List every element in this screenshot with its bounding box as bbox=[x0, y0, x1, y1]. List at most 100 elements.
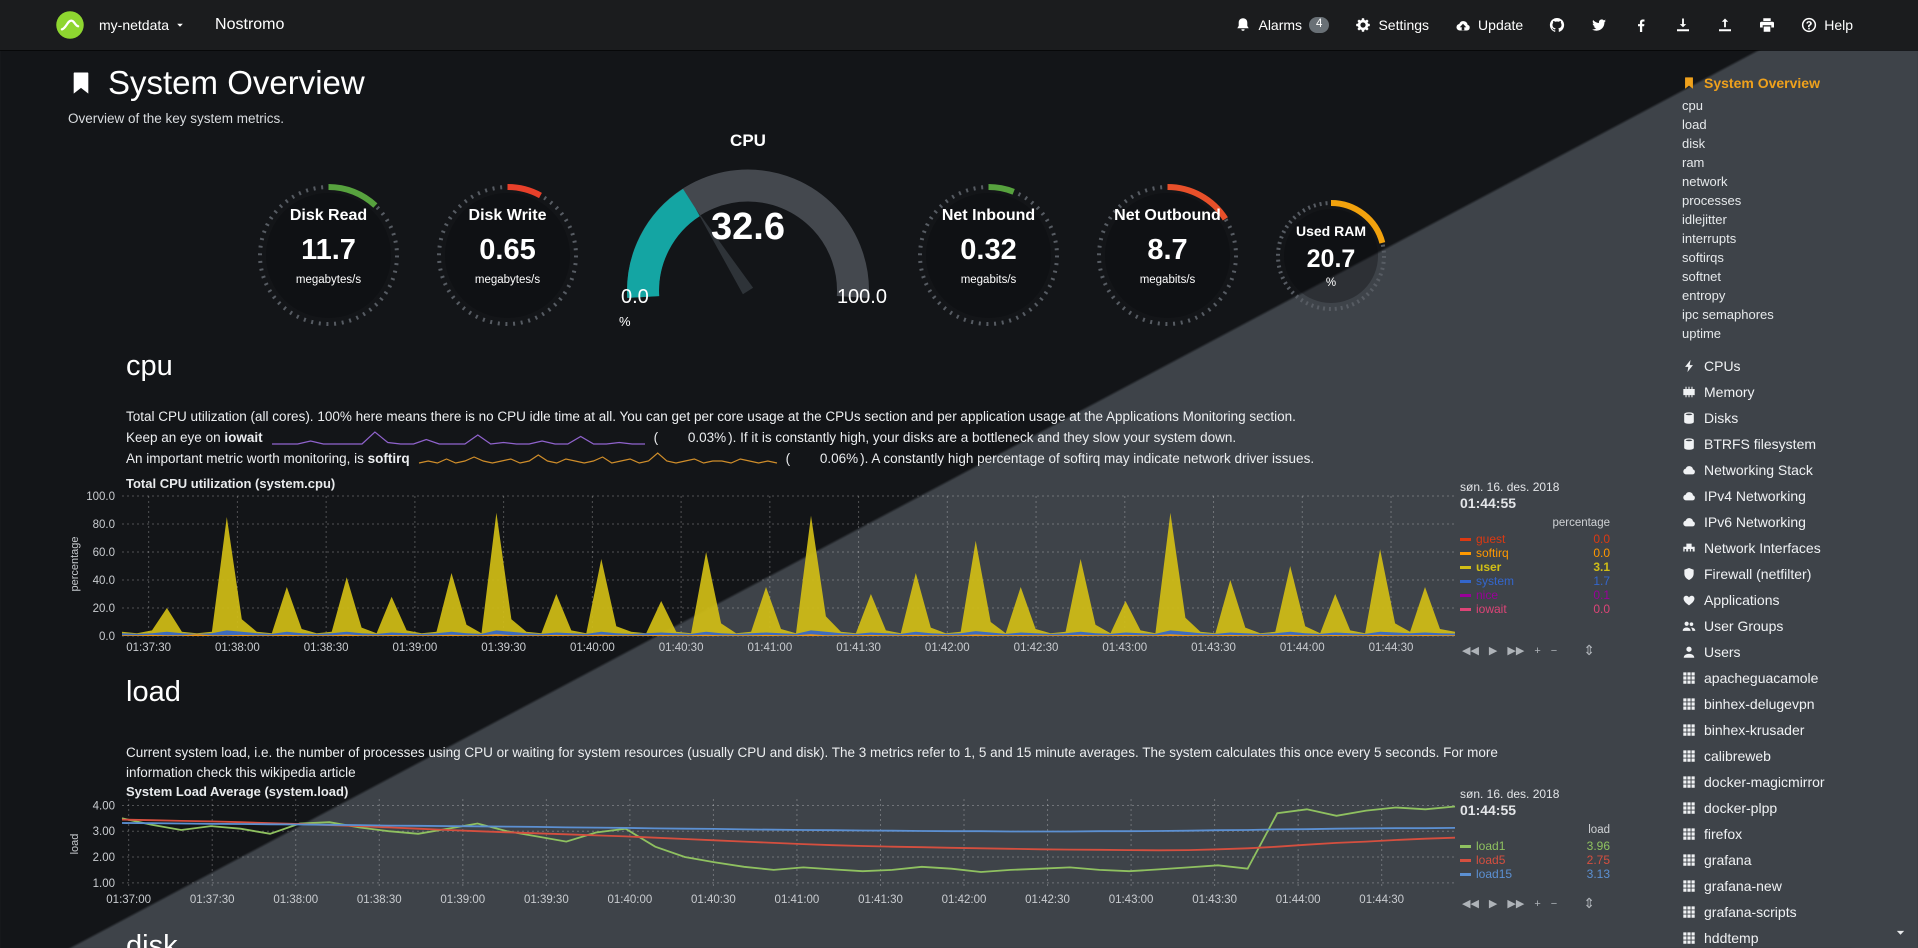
sidebar-item-firewall-netfilter[interactable]: Firewall (netfilter) bbox=[1680, 561, 1914, 587]
zoom-in-icon[interactable]: + bbox=[1534, 897, 1541, 910]
sidebar-item-docker-magicmirror[interactable]: docker-magicmirror bbox=[1680, 769, 1914, 795]
zoom-in-icon[interactable]: + bbox=[1534, 644, 1541, 657]
sidebar-item-firefox[interactable]: firefox bbox=[1680, 821, 1914, 847]
sidebar-item-grafana-new[interactable]: grafana-new bbox=[1680, 873, 1914, 899]
sidebar-item-cpus[interactable]: CPUs bbox=[1680, 353, 1914, 379]
sidebar-item-disk[interactable]: disk bbox=[1682, 136, 1706, 151]
legend-item-load5[interactable]: load5 2.75 bbox=[1460, 853, 1610, 867]
gauge-net-inbound[interactable]: Net Inbound 0.32 megabits/s bbox=[915, 182, 1062, 329]
sidebar-item-apacheguacamole[interactable]: apacheguacamole bbox=[1680, 665, 1914, 691]
svg-text:3.00: 3.00 bbox=[93, 826, 115, 838]
sidebar-item-networking-stack[interactable]: Networking Stack bbox=[1680, 457, 1914, 483]
iowait-keyword: iowait bbox=[224, 429, 263, 445]
play-icon[interactable]: ▶ bbox=[1488, 645, 1498, 657]
sidebar-scroll-down-icon[interactable] bbox=[1894, 924, 1907, 942]
nav-download[interactable] bbox=[1675, 17, 1691, 33]
gauge-max-label: 100.0 bbox=[836, 285, 887, 308]
nav-alarms[interactable]: Alarms 4 bbox=[1235, 17, 1330, 33]
nav-facebook[interactable] bbox=[1633, 17, 1649, 33]
sidebar-item-ipv6-networking[interactable]: IPv6 Networking bbox=[1680, 509, 1914, 535]
cloud-icon bbox=[1682, 463, 1696, 477]
svg-text:100.0: 100.0 bbox=[86, 491, 115, 503]
nav-twitter[interactable] bbox=[1591, 17, 1607, 33]
legend-item-guest[interactable]: guest 0.0 bbox=[1460, 532, 1610, 546]
my-netdata-menu[interactable]: my-netdata bbox=[99, 17, 185, 33]
sidebar-item-entropy[interactable]: entropy bbox=[1682, 288, 1726, 303]
zoom-out-icon[interactable]: − bbox=[1550, 897, 1558, 910]
legend-item-nice[interactable]: nice 0.1 bbox=[1460, 588, 1610, 602]
legend-swatch-load1 bbox=[1460, 844, 1471, 848]
sidebar-item-system-overview[interactable]: System Overview bbox=[1680, 70, 1914, 96]
sidebar-item-btrfs-filesystem[interactable]: BTRFS filesystem bbox=[1680, 431, 1914, 457]
sidebar-item-user-groups[interactable]: User Groups bbox=[1680, 613, 1914, 639]
gauge-unit-label: megabytes/s bbox=[474, 274, 541, 286]
bookmark-icon[interactable] bbox=[68, 69, 94, 97]
sidebar-item-memory[interactable]: Memory bbox=[1680, 379, 1914, 405]
gauge-disk-read[interactable]: Disk Read 11.7 megabytes/s bbox=[255, 182, 402, 329]
sidebar-item-ipc-semaphores[interactable]: ipc semaphores bbox=[1682, 307, 1774, 322]
sidebar-item-ram[interactable]: ram bbox=[1682, 155, 1705, 170]
sidebar-item-users[interactable]: Users bbox=[1680, 639, 1914, 665]
sidebar-item-grafana[interactable]: grafana bbox=[1680, 847, 1914, 873]
netdata-logo-icon[interactable] bbox=[55, 10, 85, 40]
sidebar-item-applications[interactable]: Applications bbox=[1680, 587, 1914, 613]
iowait-sparkline[interactable] bbox=[271, 430, 646, 446]
sidebar-item-softirqs[interactable]: softirqs bbox=[1682, 250, 1724, 265]
pan-backward-icon[interactable]: ◀◀ bbox=[1462, 898, 1479, 910]
load-legend-time: 01:44:55 bbox=[1460, 802, 1517, 818]
svg-text:01:39:00: 01:39:00 bbox=[392, 642, 437, 654]
sidebar-item-binhex-delugevpn[interactable]: binhex-delugevpn bbox=[1680, 691, 1914, 717]
sidebar-item-calibreweb[interactable]: calibreweb bbox=[1680, 743, 1914, 769]
nav-help[interactable]: Help bbox=[1801, 17, 1853, 33]
legend-item-iowait[interactable]: iowait 0.0 bbox=[1460, 602, 1610, 616]
nav-upload[interactable] bbox=[1717, 17, 1733, 33]
sidebar-item-hddtemp[interactable]: hddtemp bbox=[1680, 925, 1914, 948]
sidebar-item-idlejitter[interactable]: idlejitter bbox=[1682, 212, 1727, 227]
sidebar-item-disks[interactable]: Disks bbox=[1680, 405, 1914, 431]
sidebar-item-uptime[interactable]: uptime bbox=[1682, 326, 1722, 341]
svg-text:01:42:30: 01:42:30 bbox=[1025, 894, 1070, 906]
pan-forward-icon[interactable]: ▶▶ bbox=[1507, 898, 1525, 910]
gauge-value: 8.7 bbox=[1147, 234, 1188, 266]
cpu-chart-plot[interactable]: 100.0 80.0 60.0 40.0 20.0 0.0 01:37:30 01:38:00… bbox=[58, 490, 1458, 658]
pan-forward-icon[interactable]: ▶▶ bbox=[1507, 645, 1525, 657]
sidebar-item-softnet[interactable]: softnet bbox=[1682, 269, 1722, 284]
sidebar-item-load[interactable]: load bbox=[1682, 117, 1707, 132]
zoom-out-icon[interactable]: − bbox=[1550, 644, 1558, 657]
svg-text:01:43:00: 01:43:00 bbox=[1109, 894, 1154, 906]
sidebar-nav: System Overview cpu load disk ram network proc… bbox=[1676, 50, 1918, 948]
sidebar-item-ipv4-networking[interactable]: IPv4 Networking bbox=[1680, 483, 1914, 509]
resize-handle-icon[interactable]: ⇕ bbox=[1583, 642, 1595, 658]
gauge-unit-label: % bbox=[1325, 276, 1337, 289]
gauge-disk-write[interactable]: Disk Write 0.65 megabytes/s bbox=[434, 182, 581, 329]
legend-item-load15[interactable]: load15 3.13 bbox=[1460, 867, 1610, 881]
sidebar-item-cpu[interactable]: cpu bbox=[1682, 98, 1703, 113]
sidebar-item-interrupts[interactable]: interrupts bbox=[1682, 231, 1737, 246]
nav-update[interactable]: Update bbox=[1455, 17, 1523, 33]
gauge-cpu[interactable]: CPU 32.6 0.0 100.0% bbox=[613, 131, 887, 381]
disk-icon bbox=[1682, 437, 1696, 451]
cpu-paragraph-iowait: Keep an eye on iowait ( 0.03% ). If it i… bbox=[126, 427, 1556, 448]
gauge-used-ram[interactable]: Used RAM 20.7% bbox=[1273, 198, 1389, 314]
sidebar-item-grafana-scripts[interactable]: grafana-scripts bbox=[1680, 899, 1914, 925]
nav-github[interactable] bbox=[1549, 17, 1565, 33]
nav-settings[interactable]: Settings bbox=[1355, 17, 1429, 33]
sidebar-item-network-interfaces[interactable]: Network Interfaces bbox=[1680, 535, 1914, 561]
shield-icon bbox=[1682, 567, 1696, 581]
sidebar-item-network[interactable]: network bbox=[1682, 174, 1728, 189]
legend-item-system[interactable]: system 1.7 bbox=[1460, 574, 1610, 588]
resize-handle-icon[interactable]: ⇕ bbox=[1583, 895, 1595, 911]
pan-backward-icon[interactable]: ◀◀ bbox=[1462, 645, 1479, 657]
load-chart-plot[interactable]: 4.00 3.00 2.00 1.00 01:37:00 01:37:30 01:38:00… bbox=[58, 795, 1458, 910]
legend-item-user[interactable]: user 3.1 bbox=[1460, 560, 1610, 574]
sidebar-item-binhex-krusader[interactable]: binhex-krusader bbox=[1680, 717, 1914, 743]
gauge-net-outbound[interactable]: Net Outbound 8.7 megabits/s bbox=[1094, 182, 1241, 329]
legend-item-load1[interactable]: load1 3.96 bbox=[1460, 839, 1610, 853]
sidebar-item-docker-plpp[interactable]: docker-plpp bbox=[1680, 795, 1914, 821]
sidebar-item-processes[interactable]: processes bbox=[1682, 193, 1742, 208]
download-icon bbox=[1675, 17, 1691, 33]
softirq-sparkline[interactable] bbox=[418, 451, 778, 467]
legend-item-softirq[interactable]: softirq 0.0 bbox=[1460, 546, 1610, 560]
play-icon[interactable]: ▶ bbox=[1488, 898, 1498, 910]
nav-print[interactable] bbox=[1759, 17, 1775, 33]
